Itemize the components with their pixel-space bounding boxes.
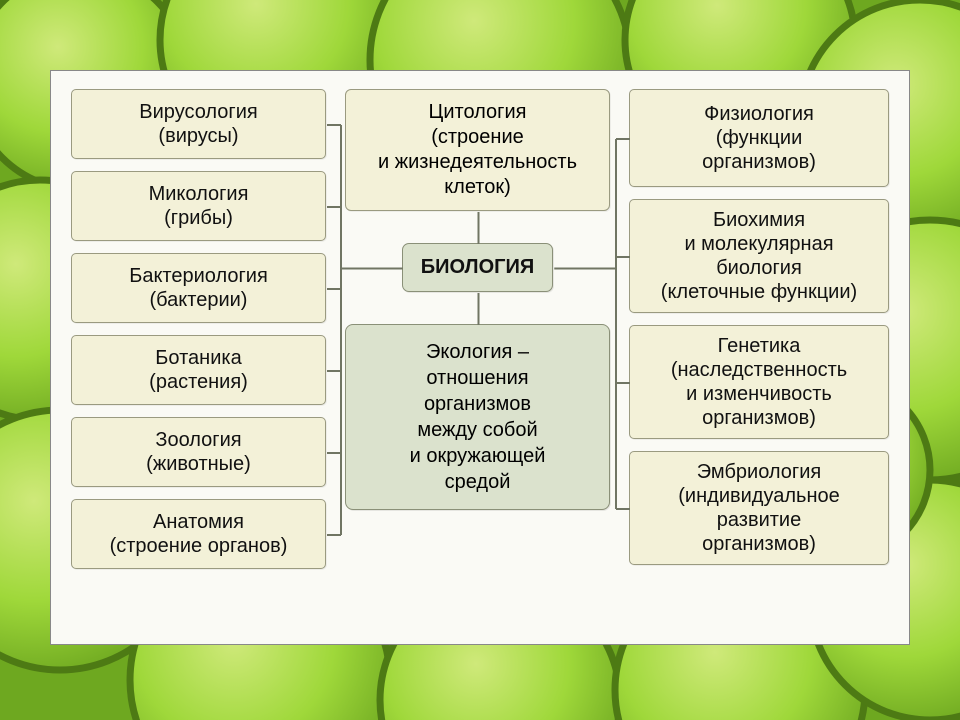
tc-l2: (строение — [354, 125, 601, 150]
bc-l6: средой — [358, 469, 597, 495]
tc-l1: Цитология — [354, 100, 601, 125]
left-5-l1: Анатомия — [153, 510, 244, 534]
left-box-5: Анатомия (строение органов) — [71, 499, 326, 569]
left-3-l2: (растения) — [149, 370, 248, 394]
right-box-0: Физиология (функции организмов) — [629, 89, 889, 187]
left-5-l2: (строение органов) — [110, 534, 288, 558]
r3-l4: организмов) — [702, 532, 816, 556]
left-box-1: Микология (грибы) — [71, 171, 326, 241]
left-0-l1: Вирусология — [139, 100, 257, 124]
r0-l2: (функции — [716, 126, 802, 150]
left-1-l1: Микология — [149, 182, 249, 206]
left-4-l2: (животные) — [146, 452, 251, 476]
left-box-2: Бактериология (бактерии) — [71, 253, 326, 323]
bottom-center-box: Экология – отношения организмов между со… — [345, 324, 610, 510]
left-3-l1: Ботаника — [155, 346, 241, 370]
r3-l2: (индивидуальное — [678, 484, 839, 508]
center-root-box: БИОЛОГИЯ — [402, 243, 554, 292]
r2-l4: организмов) — [702, 406, 816, 430]
r2-l1: Генетика — [718, 334, 801, 358]
diagram-panel: Вирусология (вирусы) Микология (грибы) Б… — [50, 70, 910, 645]
r3-l3: развитие — [717, 508, 801, 532]
bc-l2: отношения — [358, 365, 597, 391]
bc-l1: Экология – — [358, 339, 597, 365]
right-box-3: Эмбриология (индивидуальное развитие орг… — [629, 451, 889, 565]
r1-l1: Биохимия — [713, 208, 805, 232]
left-box-3: Ботаника (растения) — [71, 335, 326, 405]
left-2-l1: Бактериология — [129, 264, 268, 288]
right-box-2: Генетика (наследственность и изменчивост… — [629, 325, 889, 439]
bc-l5: и окружающей — [358, 443, 597, 469]
bc-l3: организмов — [358, 391, 597, 417]
left-column: Вирусология (вирусы) Микология (грибы) Б… — [71, 89, 326, 626]
left-2-l2: (бактерии) — [150, 288, 248, 312]
tc-l3: и жизнедеятельность — [354, 150, 601, 175]
r0-l3: организмов) — [702, 150, 816, 174]
center-label: БИОЛОГИЯ — [421, 256, 535, 278]
right-box-1: Биохимия и молекулярная биология (клеточ… — [629, 199, 889, 313]
left-box-0: Вирусология (вирусы) — [71, 89, 326, 159]
right-column: Физиология (функции организмов) Биохимия… — [629, 89, 889, 626]
left-1-l2: (грибы) — [164, 206, 233, 230]
r1-l3: биология — [716, 256, 802, 280]
r1-l2: и молекулярная — [684, 232, 833, 256]
r2-l2: (наследственность — [671, 358, 847, 382]
left-box-4: Зоология (животные) — [71, 417, 326, 487]
left-4-l1: Зоология — [155, 428, 241, 452]
r1-l4: (клеточные функции) — [661, 280, 857, 304]
bc-l4: между собой — [358, 417, 597, 443]
r2-l3: и изменчивость — [686, 382, 832, 406]
center-column: Цитология (строение и жизнедеятельность … — [345, 89, 610, 626]
r3-l1: Эмбриология — [697, 460, 821, 484]
r0-l1: Физиология — [704, 102, 814, 126]
top-center-box: Цитология (строение и жизнедеятельность … — [345, 89, 610, 211]
left-0-l2: (вирусы) — [158, 124, 238, 148]
tc-l4: клеток) — [354, 175, 601, 200]
